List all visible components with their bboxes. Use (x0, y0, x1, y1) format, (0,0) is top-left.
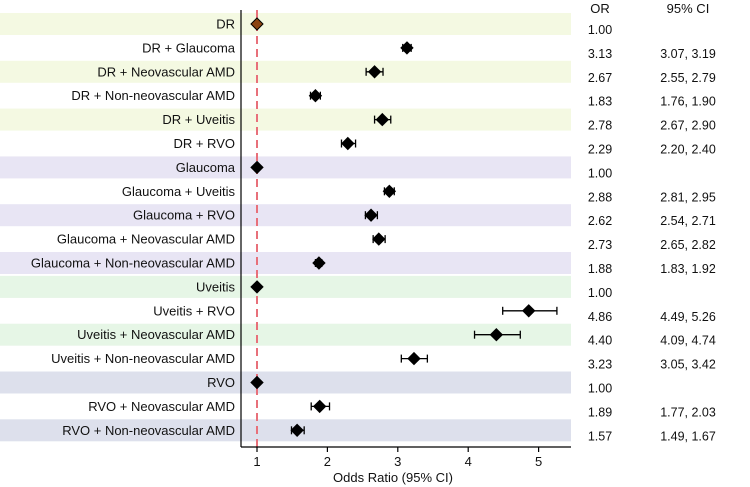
or-point (250, 375, 264, 390)
data-marks (250, 17, 558, 438)
row-labels: DR DR + Glaucoma DR + Neovascular AMD DR + … (31, 17, 236, 438)
or-point (372, 232, 386, 246)
or-point (400, 41, 414, 55)
or-point (364, 208, 378, 222)
ci-value: 3.05, 3.42 (660, 358, 716, 372)
or-point (250, 17, 264, 31)
row-band (0, 156, 571, 179)
row-label: Uveitis + Neovascular AMD (77, 327, 235, 342)
row-label: DR (216, 17, 235, 32)
ci-value: 2.65, 2.82 (660, 238, 716, 252)
row-label: RVO + Non-neovascular AMD (62, 423, 235, 438)
row-label: DR + Glaucoma (142, 40, 236, 55)
ci-value: 1.83, 1.92 (660, 262, 716, 276)
row-band (0, 204, 571, 227)
or-value: 1.57 (588, 429, 612, 443)
row-label: Uveitis + Non-neovascular AMD (51, 351, 235, 366)
or-column-header: OR (590, 1, 610, 16)
row-band (0, 419, 571, 442)
or-value: 1.88 (588, 262, 612, 276)
row-label: DR + Neovascular AMD (97, 64, 235, 79)
x-tick-label: 1 (253, 454, 260, 469)
or-point (250, 280, 264, 294)
row-label: DR + RVO (173, 136, 235, 151)
ci-value: 4.49, 5.26 (660, 310, 716, 324)
or-point (382, 184, 397, 199)
row-band (0, 60, 571, 83)
or-point (312, 256, 326, 270)
or-value: 2.88 (588, 190, 612, 204)
x-axis-label: Odds Ratio (95% CI) (333, 470, 453, 485)
row-band (0, 371, 571, 394)
or-value: 1.00 (588, 166, 612, 180)
ci-value: 2.81, 2.95 (660, 190, 716, 204)
ci-value: 1.76, 1.90 (660, 95, 716, 109)
or-point (290, 423, 304, 438)
ci-value: 3.07, 3.19 (660, 47, 716, 61)
ci-value: 2.20, 2.40 (660, 143, 716, 157)
ci-value: 1.49, 1.67 (660, 429, 716, 443)
row-label: Uveitis + RVO (153, 303, 235, 318)
or-point (308, 88, 323, 103)
or-value: 2.62 (588, 214, 612, 228)
row-label: RVO (207, 375, 235, 390)
or-value: 1.00 (588, 23, 612, 37)
ci-value: 4.09, 4.74 (660, 334, 716, 348)
or-point (250, 160, 264, 175)
or-value: 1.83 (588, 95, 612, 109)
or-value: 3.23 (588, 358, 612, 372)
or-ci-table: OR 95% CI 1.00 3.13 3.07, 3.19 2.67 2.55, 2.… (588, 1, 716, 443)
or-point (375, 112, 390, 127)
row-band (0, 108, 571, 131)
or-value: 2.78 (588, 119, 612, 133)
or-point (522, 304, 536, 318)
ci-column-header: 95% CI (667, 1, 710, 16)
row-label: DR + Non-neovascular AMD (71, 88, 235, 103)
row-label: Glaucoma + Neovascular AMD (57, 232, 235, 247)
or-value: 1.89 (588, 405, 612, 419)
or-point (312, 399, 327, 414)
row-band (0, 252, 571, 274)
ci-value: 1.77, 2.03 (660, 405, 716, 419)
ci-value: 2.54, 2.71 (660, 214, 716, 228)
x-tick-label: 4 (465, 454, 472, 469)
ci-value: 2.55, 2.79 (660, 71, 716, 85)
row-bands (0, 13, 571, 442)
or-value: 2.67 (588, 71, 612, 85)
row-label: Uveitis (196, 279, 236, 294)
ci-value: 2.67, 2.90 (660, 119, 716, 133)
row-band (0, 275, 571, 298)
axes: 1 2 3 4 5 (240, 10, 571, 469)
row-label: Glaucoma + RVO (133, 208, 235, 223)
or-value: 4.86 (588, 310, 612, 324)
row-label: RVO + Neovascular AMD (88, 399, 235, 414)
row-label: DR + Uveitis (162, 112, 235, 127)
row-label: Glaucoma (176, 160, 236, 175)
row-label: Glaucoma + Non-neovascular AMD (31, 256, 235, 271)
x-tick-label: 5 (535, 454, 542, 469)
or-value: 1.00 (588, 382, 612, 396)
x-tick-label: 3 (394, 454, 401, 469)
x-tick-label: 2 (324, 454, 331, 469)
row-band (0, 323, 571, 346)
or-value: 2.73 (588, 238, 612, 252)
row-band (0, 13, 571, 35)
or-value: 3.13 (588, 47, 612, 61)
or-point (367, 65, 382, 79)
or-value: 1.00 (588, 286, 612, 300)
or-point (489, 327, 504, 342)
row-label: Glaucoma + Uveitis (122, 184, 236, 199)
or-value: 2.29 (588, 143, 612, 157)
or-point (341, 136, 355, 151)
or-point (407, 351, 421, 366)
or-value: 4.40 (588, 334, 612, 348)
